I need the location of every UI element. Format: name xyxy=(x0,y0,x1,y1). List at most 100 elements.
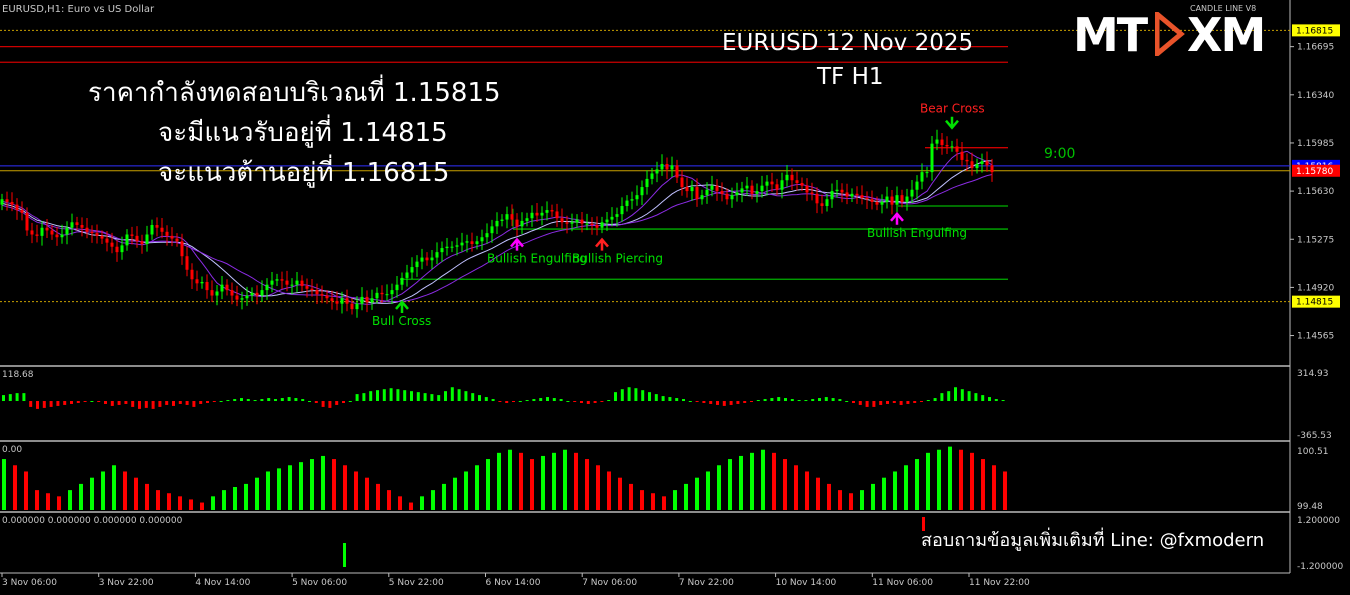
signal-panel: 1.200000 -1.200000 xyxy=(343,516,1343,572)
candle-body xyxy=(310,288,314,291)
x-tick-label: 11 Nov 06:00 xyxy=(872,578,933,588)
strength-bar xyxy=(376,483,380,510)
candle-body xyxy=(345,298,349,304)
strength-bar xyxy=(299,462,303,510)
oscillator-bar xyxy=(124,401,128,404)
oscillator-bar xyxy=(940,393,944,402)
candle-body xyxy=(915,181,919,190)
candle-body xyxy=(295,280,299,285)
analysis-line-2: จะมีแนวรับอยู่ที่ 1.14815 xyxy=(158,118,448,148)
oscillator-bar xyxy=(675,398,679,402)
candle-body xyxy=(400,277,404,285)
oscillator-bar xyxy=(668,397,672,402)
candle-body xyxy=(655,169,659,174)
oscillator-bar xyxy=(131,401,135,407)
signal-label: Bull Cross xyxy=(372,314,431,328)
strength-bar xyxy=(288,465,292,510)
strength-bar xyxy=(332,459,336,510)
oscillator-bar xyxy=(716,401,719,405)
price-level-label: 1.14815 xyxy=(1296,298,1333,308)
oscillator-bar xyxy=(865,401,869,407)
oscillator-bar xyxy=(988,397,991,402)
candle-body xyxy=(475,241,479,244)
strength-bar xyxy=(497,452,501,510)
oscillator-bar xyxy=(430,394,434,402)
oscillator-bar xyxy=(797,400,801,402)
candle-body xyxy=(265,284,269,291)
candle-body xyxy=(30,230,34,235)
oscillator-bar xyxy=(804,400,808,402)
candle-body xyxy=(905,196,909,202)
candle-body xyxy=(480,237,484,242)
oscillator-bar xyxy=(532,399,536,402)
strength-bar xyxy=(244,483,248,510)
oscillator-histogram: 314.93 -365.53 xyxy=(2,369,1332,441)
strength-bar xyxy=(827,483,831,510)
strength-bar xyxy=(200,502,204,510)
candle-body xyxy=(45,227,49,231)
candle-body xyxy=(820,203,824,207)
strength-bar xyxy=(486,459,490,510)
oscillator-bar xyxy=(872,401,876,407)
candle-body xyxy=(960,151,964,160)
oscillator-bar xyxy=(709,401,713,404)
candle-body xyxy=(815,193,819,204)
candle-body xyxy=(115,246,119,253)
strength-bar xyxy=(552,452,556,510)
strength-bar xyxy=(123,471,127,510)
oscillator-bar xyxy=(158,401,162,407)
oscillator-bar xyxy=(491,399,495,402)
candle-body xyxy=(465,241,469,243)
candle-body xyxy=(855,193,859,196)
candle-body xyxy=(85,227,89,232)
candle-body xyxy=(645,178,649,188)
x-tick-label: 5 Nov 22:00 xyxy=(389,578,444,588)
candle-body xyxy=(920,172,924,182)
oscillator-bar xyxy=(15,393,19,402)
oscillator-bar xyxy=(954,387,957,402)
oscillator-bar xyxy=(790,399,794,402)
candle-body xyxy=(275,279,279,281)
candle-body xyxy=(745,185,749,189)
strength-bar xyxy=(266,471,270,510)
candle-body xyxy=(230,290,234,296)
oscillator-bar xyxy=(117,401,121,405)
candle-body xyxy=(125,234,129,246)
candle-body xyxy=(695,187,699,200)
candle-body xyxy=(830,191,834,200)
candle-body xyxy=(895,195,899,205)
candle-body xyxy=(755,191,759,194)
strength-bar xyxy=(409,502,413,510)
oscillator-bar xyxy=(396,389,400,402)
candle-body xyxy=(690,187,694,192)
oscillator-bar xyxy=(607,400,611,402)
oscillator-bar xyxy=(981,395,985,402)
oscillator-bar xyxy=(614,392,617,402)
candle-body xyxy=(145,234,149,244)
oscillator-bar xyxy=(661,396,665,402)
strength-bar xyxy=(156,490,160,510)
price-axis: 1.16695 1.16340 1.15985 1.15630 1.15275 1.149… xyxy=(1290,24,1340,342)
oscillator-bar xyxy=(8,394,12,402)
candle-body xyxy=(750,185,754,194)
candle-body xyxy=(255,292,259,296)
oscillator-bar xyxy=(192,401,196,407)
candle-body xyxy=(890,196,894,205)
oscillator-bar xyxy=(654,394,658,402)
oscillator-bar xyxy=(314,401,318,403)
strength-bar xyxy=(354,471,358,510)
brand-logo: MT XM xyxy=(1073,8,1273,62)
oscillator-bar xyxy=(437,395,441,402)
candle-body xyxy=(845,192,849,197)
oscillator-bar xyxy=(546,397,549,402)
oscillator-bar xyxy=(144,401,148,408)
candle-body xyxy=(395,284,399,291)
signal-label: Bullish Piercing xyxy=(572,252,663,266)
oscillator-bar xyxy=(770,398,774,402)
oscillator-bar xyxy=(382,389,386,402)
candle-body xyxy=(860,195,864,198)
candle-body xyxy=(635,195,639,200)
price-level-label: 1.15780 xyxy=(1296,167,1333,177)
oscillator-bar xyxy=(274,399,277,402)
